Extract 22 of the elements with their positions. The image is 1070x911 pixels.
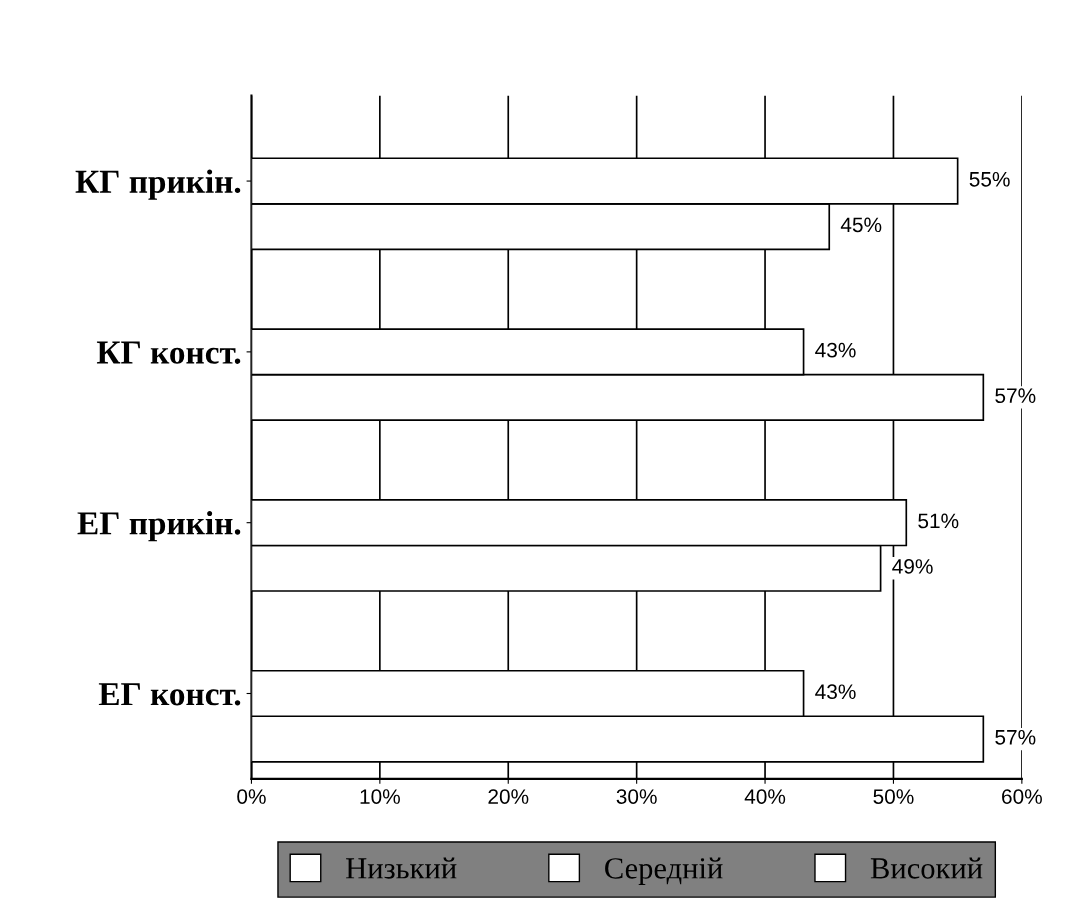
data-label: 57% — [995, 729, 1036, 745]
legend-label: Середній — [605, 857, 723, 885]
y-tick-label: ЕГ прикін. — [77, 511, 241, 542]
y-tick-label: КГ конст. — [96, 341, 241, 364]
legend-label: Високий — [870, 857, 983, 879]
data-label: 57% — [995, 388, 1036, 404]
y-tick-label: КГ прикін. — [75, 169, 241, 200]
legend-label: Низький — [346, 857, 457, 879]
data-label: 55% — [969, 171, 1010, 187]
data-label: 51% — [918, 513, 959, 529]
x-tick-label: 10% — [360, 789, 400, 804]
x-tick-label: 60% — [1002, 789, 1042, 804]
y-tick-label: ЕГ конст. — [98, 683, 241, 706]
data-label: 43% — [815, 684, 856, 700]
x-tick-label: 20% — [488, 789, 529, 804]
x-tick-label: 30% — [616, 789, 657, 804]
data-label: 43% — [815, 342, 856, 358]
data-label: 49% — [892, 559, 933, 574]
data-label: 45% — [840, 217, 882, 233]
x-tick-label: 40% — [744, 789, 786, 804]
x-tick-label: 0% — [237, 789, 266, 804]
x-tick-label: 50% — [873, 789, 914, 804]
